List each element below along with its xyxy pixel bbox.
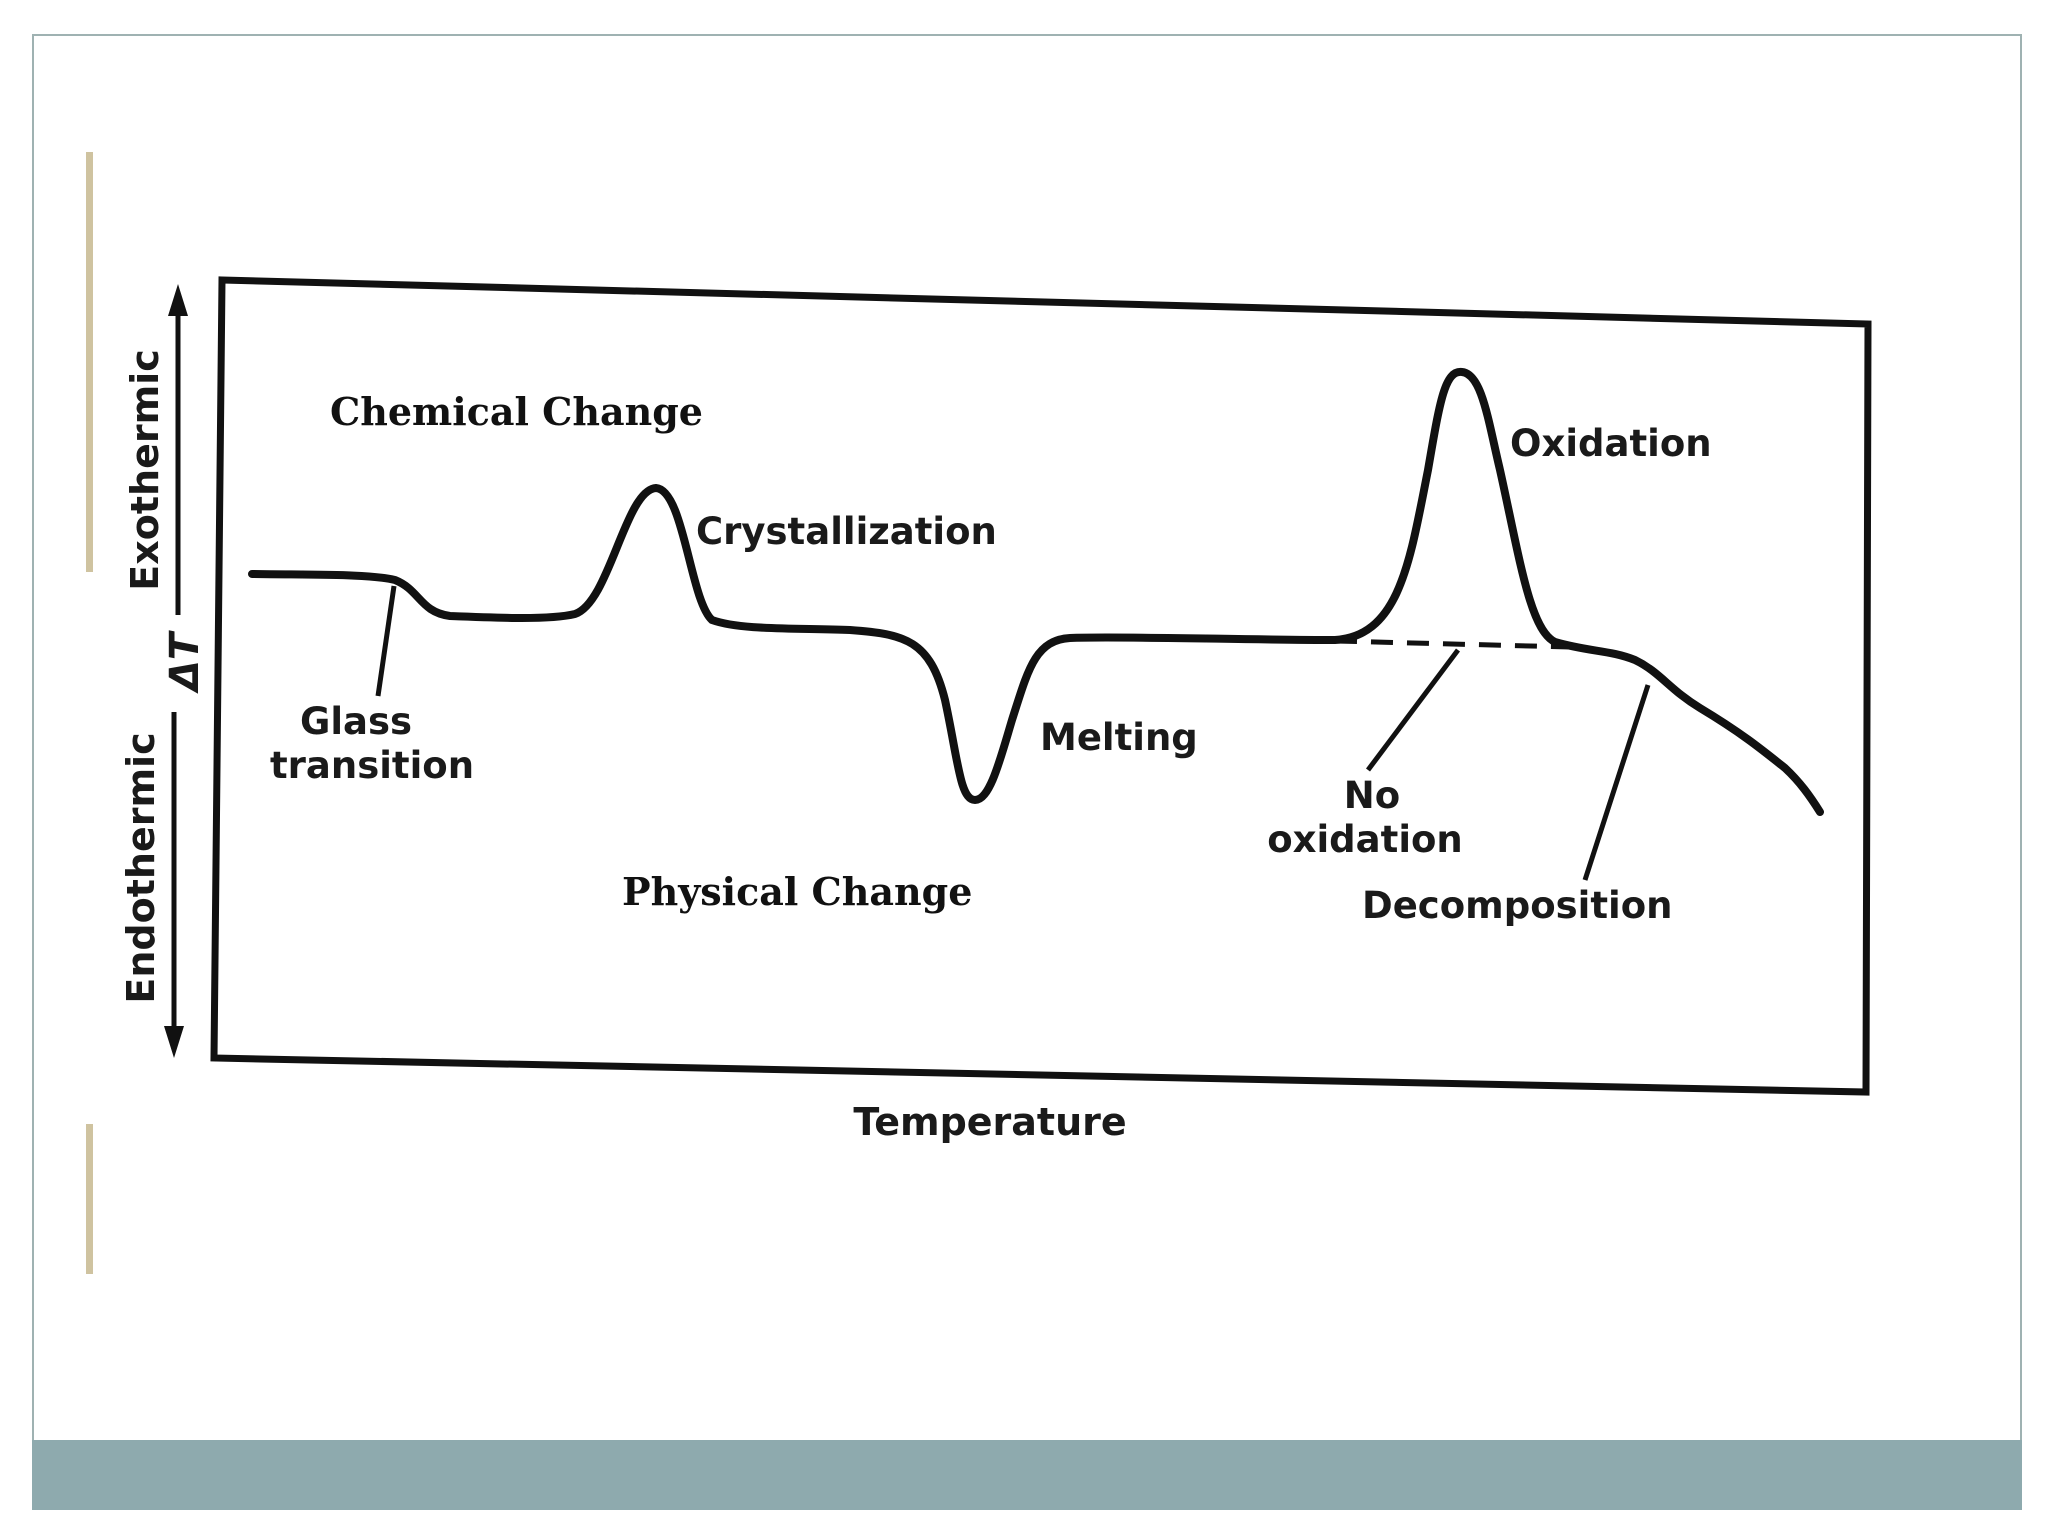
accent-bar-bottom: [86, 1124, 93, 1274]
y-axis-endothermic-label: Endothermic: [119, 732, 163, 1003]
glass-transition-label-line1: Glass: [300, 700, 412, 743]
leader-no-oxidation: [1366, 648, 1460, 772]
no-oxidation-label-line1: No: [1344, 774, 1400, 817]
decomposition-label: Decomposition: [1362, 884, 1672, 927]
plot-frame: [210, 276, 1872, 1096]
footer-band: [32, 1440, 2022, 1510]
physical-change-label: Physical Change: [622, 869, 972, 914]
leader-glass-transition: [375, 585, 397, 697]
y-axis-delta-t-label: ΔT: [162, 630, 208, 694]
crystallization-label: Crystallization: [696, 510, 997, 553]
thermogram-curve: [248, 368, 1824, 816]
melting-label: Melting: [1040, 716, 1198, 759]
baseline-no-oxidation-dashed: [1334, 638, 1571, 650]
no-oxidation-label-line2: oxidation: [1267, 818, 1463, 861]
x-axis-temperature-label: Temperature: [853, 1100, 1126, 1144]
glass-transition-label-line2: transition: [270, 744, 474, 787]
accent-bar-top: [86, 152, 93, 572]
leader-decomposition: [1582, 684, 1651, 881]
oxidation-label: Oxidation: [1510, 422, 1712, 465]
slide-frame: [32, 34, 2022, 1510]
y-axis-exothermic-label: Exothermic: [123, 349, 167, 590]
chemical-change-label: Chemical Change: [330, 389, 703, 434]
y-axis-arrow: [164, 284, 188, 1058]
